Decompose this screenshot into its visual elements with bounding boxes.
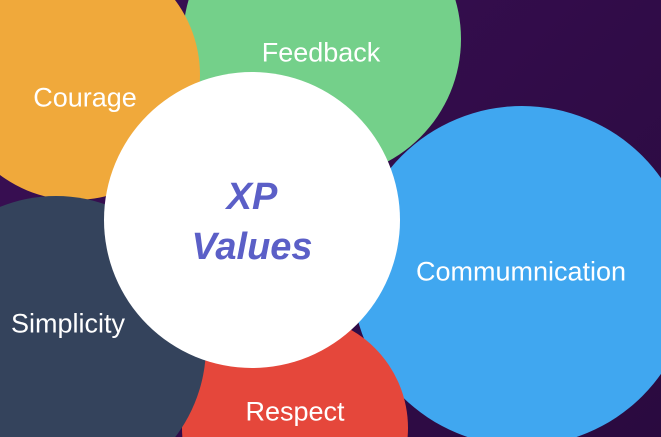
feedback-label: Feedback bbox=[261, 37, 381, 68]
communication-circle bbox=[352, 106, 661, 437]
communication-label: Commumnication bbox=[415, 256, 627, 287]
respect-label: Respect bbox=[245, 396, 345, 427]
center-circle bbox=[104, 72, 400, 368]
center-title-line-2: Values bbox=[191, 226, 313, 268]
simplicity-label: Simplicity bbox=[10, 308, 126, 339]
center-title-line-1: XP bbox=[226, 176, 278, 218]
center-title: XP Values bbox=[191, 172, 312, 272]
courage-label: Courage bbox=[33, 82, 137, 113]
